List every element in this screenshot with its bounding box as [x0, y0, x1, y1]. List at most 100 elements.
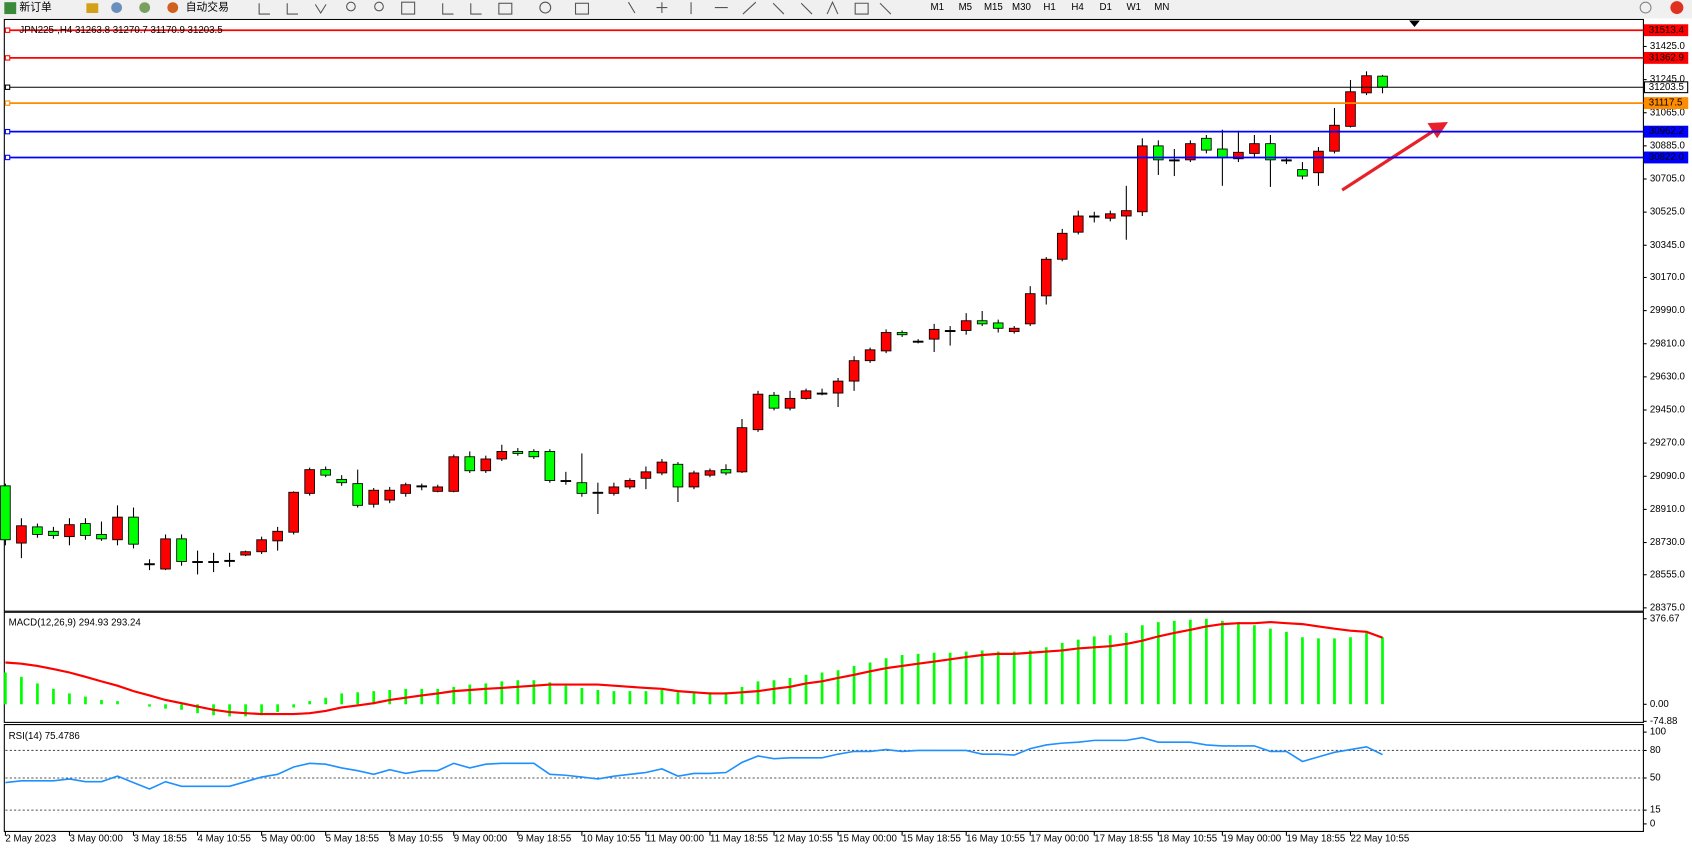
candle-body [1233, 151, 1244, 160]
y-tick-label: 30345.0 [1650, 240, 1686, 251]
candle-body [528, 450, 540, 458]
timeframe-button[interactable]: M5 [959, 2, 972, 13]
candle-body [928, 328, 940, 340]
y-tick-label: 28910.0 [1650, 504, 1686, 515]
scroll-icons[interactable] [442, 3, 482, 15]
candle-body [368, 489, 379, 505]
y-tick-label: 0 [1650, 818, 1656, 829]
toolbar: 新订单 自动交易 [0, 0, 1692, 19]
y-tick-label: 15 [1650, 805, 1661, 816]
y-tick-label: 30705.0 [1650, 174, 1686, 185]
candle-body [832, 380, 844, 394]
annotation-arrow [1341, 122, 1448, 192]
candle-body [1169, 159, 1180, 162]
candle-body [400, 484, 412, 494]
zoom-in[interactable] [346, 1, 356, 12]
candle-body [32, 526, 43, 535]
zoom-out[interactable] [374, 1, 384, 12]
candle-body [320, 469, 331, 476]
price-label-box [1643, 97, 1689, 110]
candle-body [1265, 143, 1276, 161]
candle-body [1297, 169, 1308, 177]
x-tick-label: 3 May 00:00 [69, 834, 123, 845]
y-tick-label: 29990.0 [1650, 305, 1686, 316]
candle-body [640, 471, 652, 479]
period-icon[interactable] [539, 1, 552, 14]
candle-body [192, 561, 203, 563]
candle-body [1201, 137, 1212, 151]
line-handle [4, 154, 11, 161]
candle-body [48, 530, 59, 536]
x-tick-label: 2 May 2023 [5, 834, 56, 845]
arrow-shaft [1341, 129, 1435, 192]
timeframe-button[interactable]: H1 [1043, 2, 1055, 13]
autotrade-icon[interactable] [167, 2, 179, 13]
candle-body [1137, 145, 1148, 213]
y-tick-label: 29450.0 [1650, 405, 1686, 416]
x-tick-label: 5 May 18:55 [326, 834, 379, 845]
candle-body [256, 539, 267, 553]
timeframe-button[interactable]: MN [1154, 2, 1169, 13]
timeframe-button[interactable]: D1 [1099, 2, 1111, 13]
candle-body [480, 458, 492, 472]
tool-icons [258, 0, 892, 15]
price-label-box [1643, 81, 1689, 94]
x-tick-label: 16 May 10:55 [966, 834, 1025, 845]
draw-tools[interactable] [627, 0, 892, 15]
tile-icon[interactable] [401, 1, 416, 15]
timeframe-button[interactable]: H4 [1071, 2, 1084, 13]
tool-icon[interactable] [139, 2, 151, 13]
candle-body [1088, 215, 1100, 218]
candle-body [560, 480, 572, 483]
panel-title: JPN225-,H4 31263.8 31270.7 31170.9 31203… [19, 25, 222, 36]
signal-line [5, 620, 1383, 716]
candle-body [896, 332, 908, 336]
x-tick-label: 15 May 18:55 [902, 834, 961, 845]
y-tick-label: 28555.0 [1650, 569, 1686, 580]
tool-icon[interactable] [111, 2, 123, 13]
price-label: 31203.5 [1649, 82, 1684, 93]
x-tick-label: 17 May 18:55 [1094, 834, 1153, 845]
autotrade-button[interactable]: 自动交易 [186, 0, 229, 13]
y-tick-label: 29090.0 [1650, 471, 1686, 482]
timeframe-button[interactable]: W1 [1126, 2, 1141, 13]
price-label-box [1643, 125, 1689, 138]
x-tick-label: 8 May 10:55 [390, 834, 443, 845]
candle-body [352, 483, 363, 506]
new-order-icon[interactable] [4, 2, 17, 15]
y-tick-label: 30525.0 [1650, 207, 1686, 218]
candle-body [240, 551, 251, 556]
candle-body [464, 456, 476, 472]
new-order-button[interactable]: 新订单 [19, 0, 52, 13]
candle-body [144, 563, 155, 566]
alert-icon[interactable] [1670, 1, 1684, 15]
candle-body [688, 472, 700, 488]
candle-body [800, 390, 812, 399]
chart-type-icons[interactable] [258, 3, 327, 15]
price-label: 30822.0 [1649, 152, 1685, 163]
candle-body [784, 397, 796, 409]
candle-body [1329, 124, 1340, 152]
candle-body [544, 450, 556, 481]
candle-body [512, 450, 524, 454]
tool-icon[interactable] [86, 3, 99, 13]
price-label: 31362.9 [1649, 52, 1684, 63]
timeframe-button[interactable]: M30 [1012, 2, 1031, 13]
candle-body [576, 482, 588, 494]
toolbar-bg [0, 0, 1692, 19]
y-tick-label: 376.67 [1650, 613, 1680, 624]
y-tick-label: 29630.0 [1650, 371, 1686, 382]
candle-body [624, 480, 636, 488]
price-label: 31513.4 [1649, 25, 1685, 36]
help-icon[interactable] [1639, 1, 1652, 14]
candle-body [976, 320, 988, 325]
candle-body [1105, 213, 1116, 219]
indicator-icon[interactable] [498, 2, 513, 15]
candle-body [272, 530, 283, 542]
x-tick-label: 22 May 10:55 [1350, 834, 1409, 845]
candle-body [1040, 258, 1052, 297]
timeframe-button[interactable]: M15 [984, 2, 1003, 13]
timeframe-button[interactable]: M1 [930, 2, 943, 13]
template-icon[interactable] [574, 2, 590, 15]
